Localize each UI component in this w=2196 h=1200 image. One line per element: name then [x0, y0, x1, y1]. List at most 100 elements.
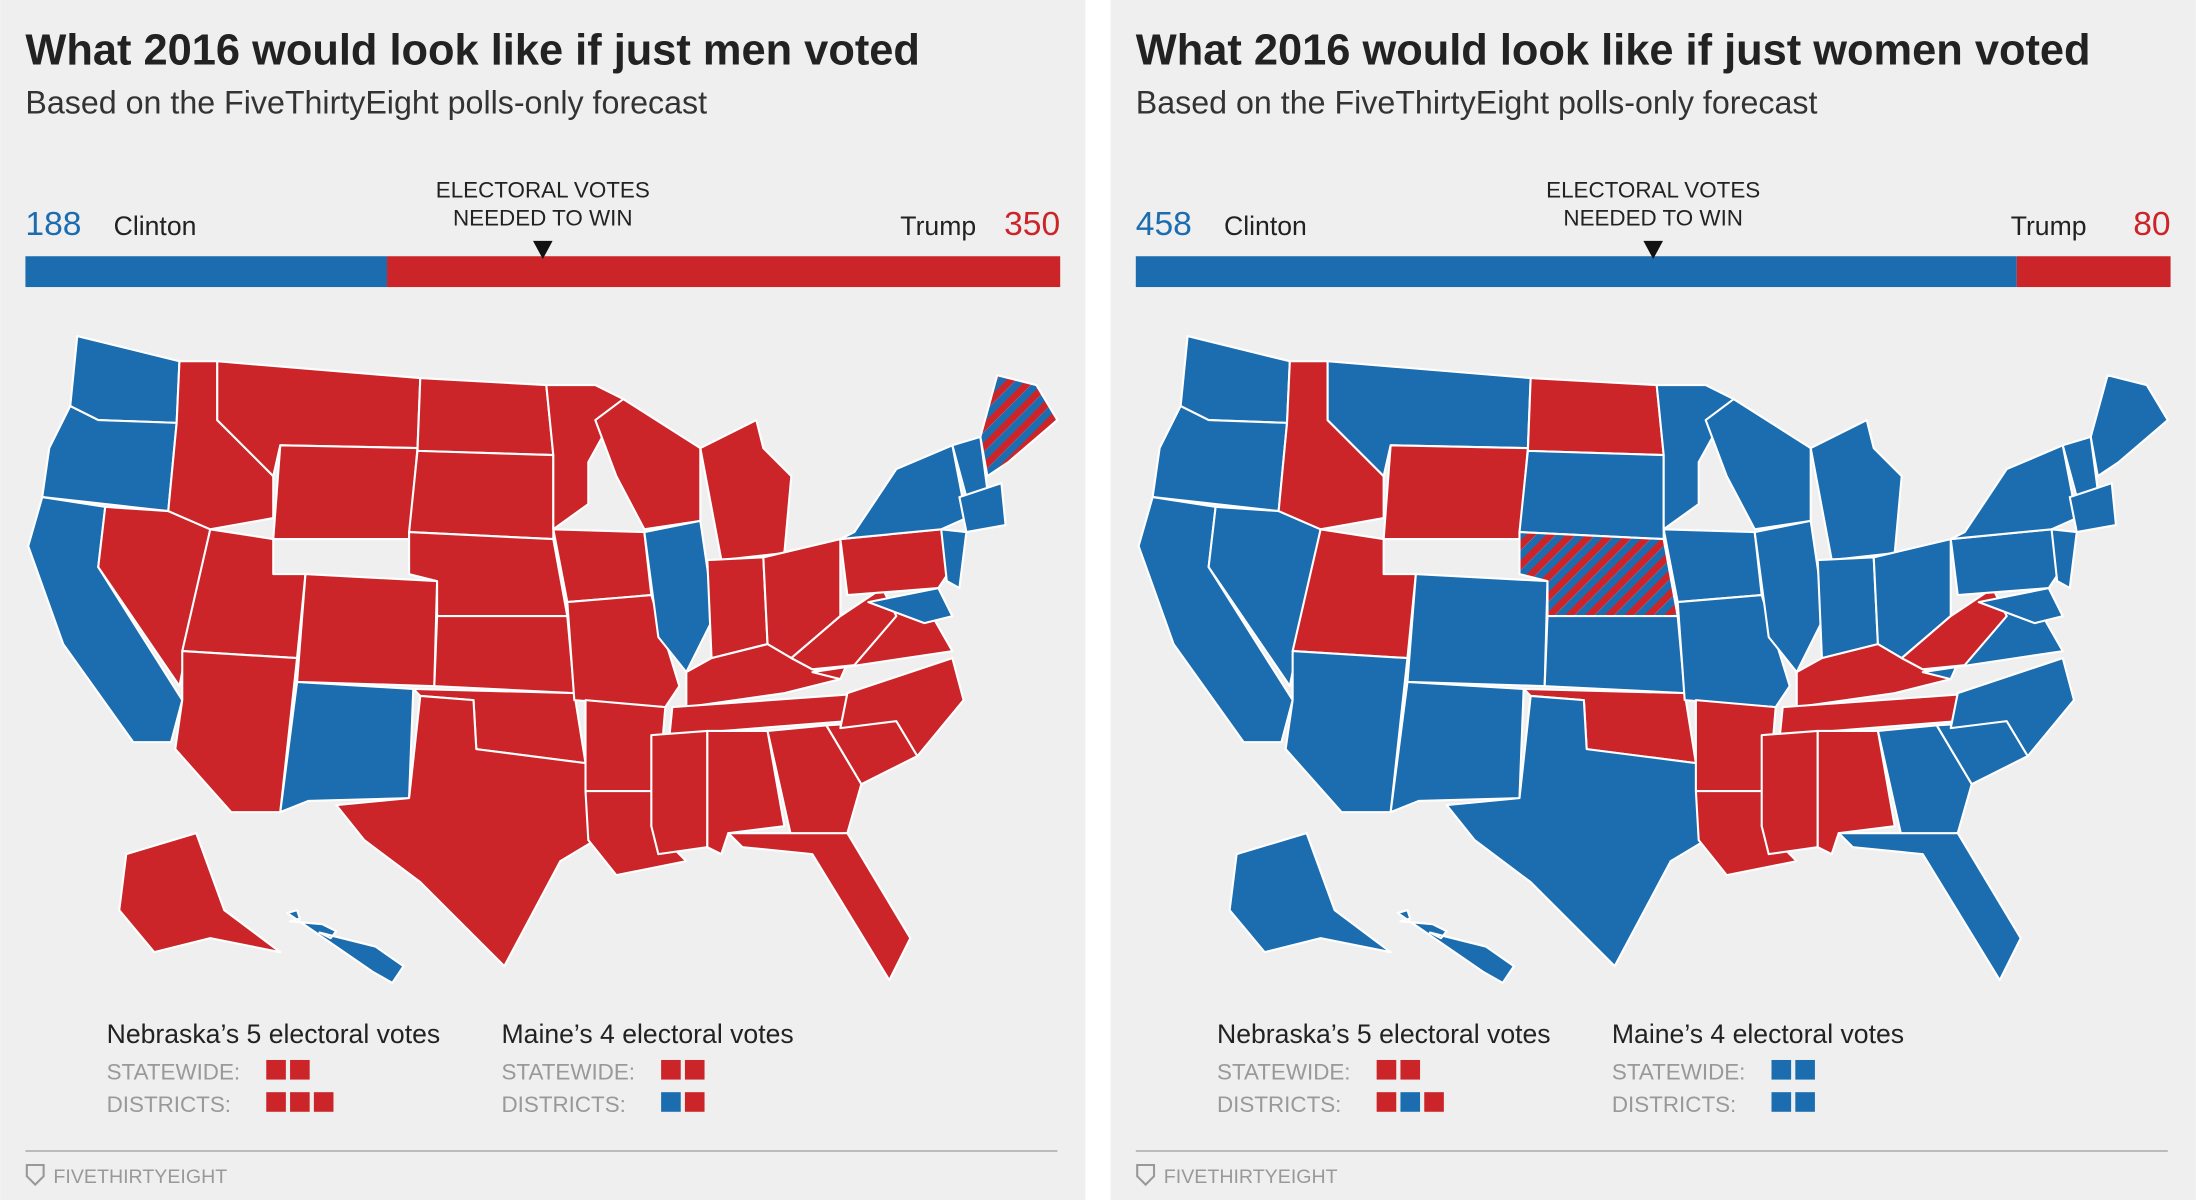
- state: [1662, 528, 1763, 604]
- legend-row-label: STATEWIDE:: [1612, 1060, 1746, 1085]
- right-votes: 80: [2133, 206, 2170, 243]
- legend-square: [1424, 1092, 1444, 1112]
- state: [552, 528, 653, 604]
- state: [940, 528, 968, 590]
- footer: FIVETHIRTYEIGHT: [53, 1166, 227, 1188]
- state: [286, 909, 405, 985]
- state: [1949, 528, 2064, 597]
- state: [1526, 377, 1665, 457]
- state: [1284, 650, 1409, 814]
- panel: What 2016 would look like if just men vo…: [0, 0, 1086, 1200]
- right-name: Trump: [900, 211, 976, 241]
- needed-marker: [533, 240, 553, 260]
- needed-label: ELECTORAL VOTES: [1546, 177, 1760, 202]
- state: [1151, 405, 1289, 513]
- left-name: Clinton: [1224, 211, 1307, 241]
- state: [566, 594, 681, 709]
- needed-label: NEEDED TO WIN: [453, 205, 633, 230]
- title: What 2016 would look like if just women …: [1136, 26, 2091, 74]
- state: [408, 449, 555, 541]
- subtitle: Based on the FiveThirtyEight polls-only …: [1136, 84, 1818, 120]
- state: [433, 615, 576, 695]
- footer-logo: [25, 1163, 45, 1187]
- legend-square: [661, 1092, 681, 1112]
- state: [1977, 587, 2064, 625]
- state: [174, 650, 299, 814]
- state: [1816, 556, 1879, 660]
- legend-row-label: STATEWIDE:: [1217, 1060, 1351, 1085]
- state: [1760, 729, 1819, 856]
- needed-marker: [1643, 240, 1663, 260]
- state: [958, 482, 1007, 534]
- legend-square: [1771, 1059, 1792, 1080]
- state: [643, 519, 716, 674]
- state: [118, 832, 282, 954]
- legend-square: [1376, 1092, 1397, 1112]
- legend-square: [266, 1059, 286, 1080]
- state: [1382, 444, 1529, 541]
- state: [1518, 449, 1665, 541]
- legend-square: [684, 1059, 705, 1080]
- legend-row-label: STATEWIDE:: [107, 1060, 241, 1085]
- bar-segment: [1135, 256, 2017, 288]
- needed-label: NEEDED TO WIN: [1563, 205, 1743, 230]
- state: [1876, 724, 1973, 839]
- state: [1837, 832, 2022, 982]
- state: [979, 374, 1059, 478]
- needed-label: ELECTORAL VOTES: [436, 177, 650, 202]
- legend-square: [661, 1059, 681, 1080]
- legend-square: [290, 1059, 310, 1080]
- state: [2050, 528, 2078, 590]
- legend-row-label: DISTRICTS:: [1217, 1092, 1341, 1117]
- state: [839, 657, 965, 758]
- bar-segment: [387, 256, 1061, 288]
- legend-square: [266, 1092, 286, 1112]
- bar-segment: [2016, 256, 2171, 288]
- right-name: Trump: [2011, 211, 2087, 241]
- legend-square: [684, 1092, 705, 1112]
- bar-segment: [25, 256, 388, 288]
- state: [650, 729, 709, 856]
- state: [839, 528, 954, 597]
- legend-square: [290, 1092, 310, 1112]
- state: [1389, 680, 1525, 814]
- state: [272, 444, 419, 541]
- legend-square: [1400, 1092, 1421, 1112]
- state: [335, 694, 597, 968]
- state: [727, 832, 912, 982]
- state: [706, 556, 769, 660]
- state: [279, 680, 415, 814]
- title: What 2016 would look like if just men vo…: [25, 26, 920, 74]
- state: [296, 573, 439, 688]
- legend-square: [1400, 1059, 1421, 1080]
- legend-square: [1795, 1059, 1815, 1080]
- left-votes: 188: [25, 206, 81, 243]
- legend-square: [1771, 1092, 1792, 1112]
- panel: What 2016 would look like if just women …: [1110, 0, 2196, 1200]
- state: [1445, 694, 1707, 968]
- state: [1396, 909, 1515, 985]
- legend-row-label: DISTRICTS:: [502, 1092, 626, 1117]
- right-votes: 350: [1004, 206, 1060, 243]
- state: [1543, 615, 1686, 695]
- footer: FIVETHIRTYEIGHT: [1164, 1166, 1338, 1188]
- legend-title: Maine’s 4 electoral votes: [1612, 1019, 1904, 1049]
- state: [1228, 832, 1392, 954]
- legend-title: Nebraska’s 5 electoral votes: [107, 1019, 441, 1049]
- state: [766, 724, 863, 839]
- state: [1406, 573, 1549, 688]
- state: [1753, 519, 1826, 674]
- left-votes: 458: [1136, 206, 1192, 243]
- state: [2068, 482, 2118, 534]
- legend-row-label: DISTRICTS:: [1612, 1092, 1736, 1117]
- footer-logo: [1136, 1163, 1156, 1187]
- state: [2089, 374, 2169, 478]
- legend-square: [313, 1092, 334, 1112]
- legend-square: [1795, 1092, 1815, 1112]
- legend-square: [1376, 1059, 1397, 1080]
- subtitle: Based on the FiveThirtyEight polls-only …: [25, 84, 707, 120]
- state: [1949, 657, 2076, 758]
- legend-row-label: STATEWIDE:: [502, 1060, 636, 1085]
